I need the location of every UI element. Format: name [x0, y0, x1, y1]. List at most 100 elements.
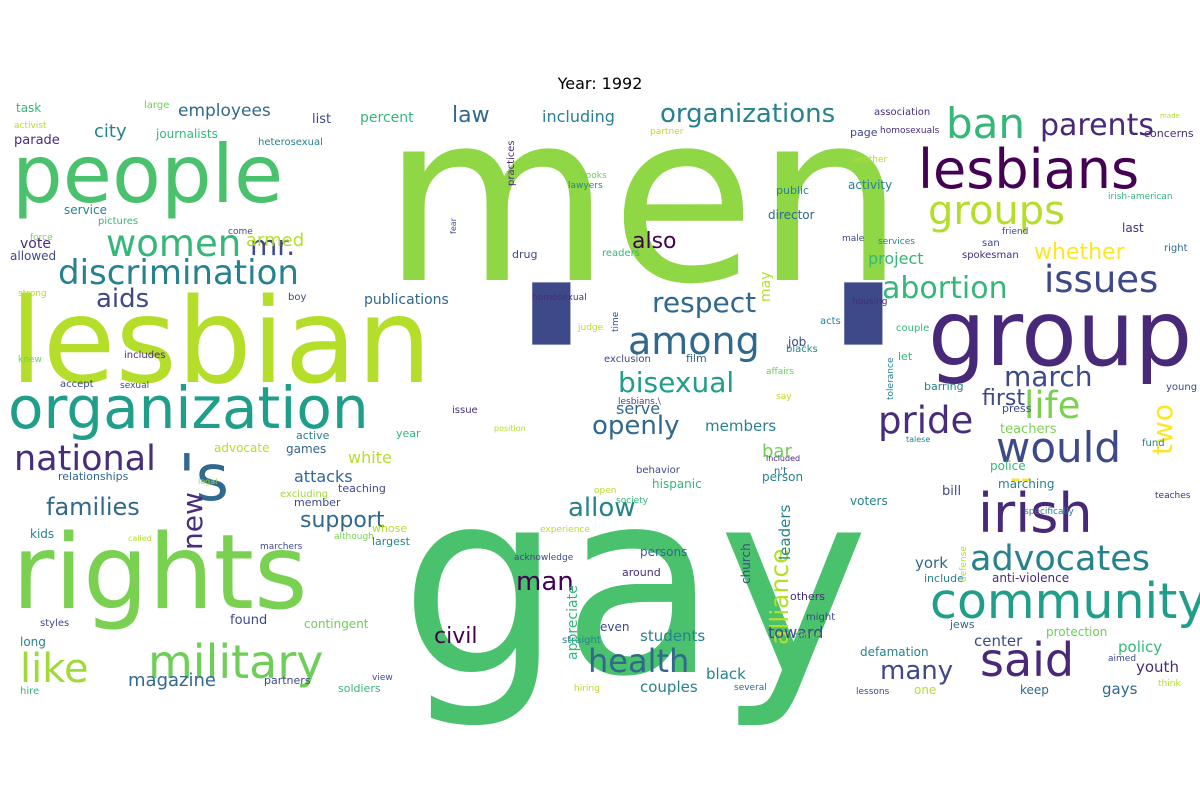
cloud-word: city — [94, 121, 127, 142]
cloud-word: black — [706, 665, 746, 683]
cloud-word: appreciate — [565, 585, 581, 660]
cloud-word: anti-violence — [992, 571, 1069, 585]
cloud-word: teaches — [1155, 491, 1191, 501]
cloud-word: society — [616, 496, 649, 506]
cloud-word: defamation — [860, 645, 929, 659]
cloud-word: health — [588, 642, 689, 680]
cloud-word: knew — [18, 355, 42, 365]
cloud-word: protection — [1046, 625, 1107, 639]
cloud-word: many — [880, 656, 953, 686]
cloud-word: journalists — [155, 127, 218, 141]
cloud-word: life — [1024, 384, 1080, 427]
cloud-word: barring — [924, 380, 964, 393]
cloud-word: last — [1122, 221, 1144, 235]
cloud-word: first — [982, 386, 1025, 411]
cloud-word: another — [852, 155, 887, 165]
cloud-word: keep — [1020, 683, 1049, 697]
cloud-word: armed — [246, 230, 304, 251]
cloud-word: made — [1160, 112, 1180, 120]
cloud-word: director — [768, 208, 815, 222]
cloud-word: one — [914, 683, 936, 697]
cloud-word: like — [20, 646, 89, 692]
cloud-word: among — [628, 319, 760, 363]
cloud-word: film — [686, 352, 707, 365]
cloud-word: think — [1158, 679, 1181, 689]
cloud-word: sexual — [120, 381, 149, 391]
cloud-word: affairs — [766, 367, 794, 377]
cloud-word: san — [982, 238, 1000, 249]
cloud-word: relationships — [58, 470, 129, 483]
cloud-word: games — [286, 442, 326, 456]
cloud-word: legal — [198, 477, 217, 486]
cloud-word: lesbians — [918, 138, 1139, 201]
cloud-word: behavior — [636, 465, 681, 476]
cloud-word: year — [396, 427, 421, 440]
cloud-word: tolerance — [886, 357, 896, 400]
cloud-word: practices — [506, 140, 517, 186]
cloud-word: teachers — [1000, 422, 1057, 437]
cloud-word: irish — [978, 482, 1093, 545]
cloud-word: advocate — [214, 441, 269, 455]
cloud-word: serve — [616, 399, 660, 418]
cloud-word: straight — [562, 635, 601, 646]
cloud-word: men — [382, 63, 904, 336]
cloud-word: open — [594, 486, 616, 496]
cloud-word: allowed — [10, 249, 56, 263]
cloud-word: long — [20, 635, 46, 649]
cloud-word: percent — [360, 110, 414, 126]
cloud-word: support — [300, 508, 385, 533]
cloud-word: two — [1146, 404, 1179, 455]
cloud-word: couples — [640, 678, 698, 696]
cloud-word: openly — [592, 411, 680, 441]
cloud-word: mr. — [250, 229, 295, 262]
cloud-word: say — [776, 392, 792, 402]
cloud-word: styles — [40, 618, 69, 629]
cloud-word: irish-american — [1108, 192, 1173, 202]
cloud-word: discrimination — [58, 253, 299, 293]
cloud-word: leaders — [776, 504, 794, 560]
chart-title: Year: 1992 — [557, 74, 643, 93]
cloud-word: lesbian — [10, 272, 432, 410]
cloud-word: included — [766, 454, 800, 463]
cloud-word: activity — [848, 178, 892, 192]
cloud-word: readers — [602, 248, 640, 259]
cloud-word: concerns — [1144, 127, 1194, 140]
cloud-word: force — [30, 233, 53, 243]
cloud-word: fund — [1142, 438, 1165, 449]
cloud-word: said — [980, 633, 1074, 687]
cloud-word: persons — [640, 545, 687, 559]
cloud-word: aids — [96, 284, 149, 314]
cloud-word: several — [734, 683, 767, 693]
cloud-word: whose — [372, 522, 407, 535]
cloud-word: lawyers — [568, 181, 603, 191]
cloud-word: acknowledge — [514, 553, 574, 563]
cloud-word: strong — [18, 289, 47, 299]
cloud-word: come — [228, 227, 253, 237]
cloud-word: center — [974, 632, 1023, 650]
cloud-word: bar — [762, 441, 792, 462]
cloud-word: right — [1164, 243, 1188, 254]
cloud-word: books — [580, 171, 607, 181]
cloud-word: families — [46, 493, 140, 521]
cloud-word: toward — [768, 623, 823, 642]
cloud-word: national — [14, 439, 156, 479]
cloud-word: voters — [850, 494, 888, 508]
cloud-word: marchers — [260, 542, 303, 552]
cloud-word: ' — [800, 236, 926, 504]
cloud-word: fear — [449, 217, 458, 234]
cloud-word: homosexual — [532, 293, 587, 303]
cloud-word: law — [452, 103, 490, 128]
cloud-word: hispanic — [652, 477, 702, 491]
cloud-word: issue — [452, 405, 478, 416]
cloud-word: church — [739, 543, 753, 584]
cloud-word: bill — [942, 484, 961, 499]
cloud-word: pride — [878, 399, 973, 442]
cloud-word: couple — [896, 323, 929, 334]
cloud-word: publications — [364, 292, 449, 308]
cloud-word: might — [806, 612, 835, 623]
cloud-word: contingent — [304, 617, 369, 631]
cloud-word: march — [1004, 360, 1092, 393]
cloud-word: include — [924, 572, 964, 585]
cloud-word: time — [611, 311, 621, 332]
cloud-word: man — [516, 567, 574, 597]
